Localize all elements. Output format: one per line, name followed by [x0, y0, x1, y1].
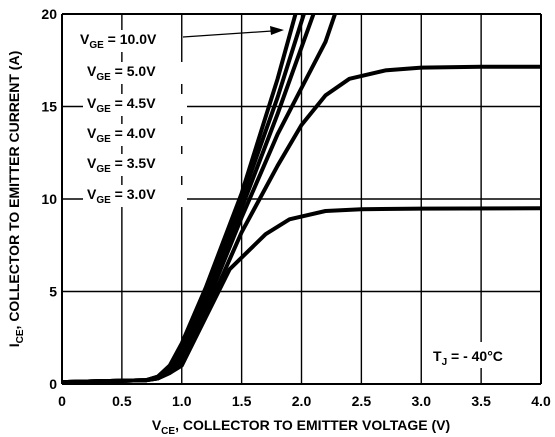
x-tick-label: 1.0	[172, 393, 192, 409]
legend-item-background	[76, 30, 180, 52]
x-tick-label: 2.5	[352, 393, 372, 409]
legend-item: VGE = 3.0V	[87, 186, 156, 206]
legend-item-background	[83, 185, 187, 207]
y-axis-label: ICE, COLLECTOR TO EMITTER CURRENT (A)	[6, 51, 26, 348]
x-tick-label: 2.0	[292, 393, 312, 409]
x-tick-label: 0.5	[112, 393, 132, 409]
x-tick-label: 3.5	[471, 393, 491, 409]
legend-arrow	[182, 30, 273, 38]
y-tick-label: 5	[49, 284, 57, 300]
x-tick-label: 0	[58, 393, 66, 409]
x-tick-label: 1.5	[232, 393, 252, 409]
y-tick-label: 20	[41, 6, 57, 22]
legend-item: VGE = 10.0V	[80, 31, 157, 51]
y-tick-label: 15	[41, 99, 57, 115]
legend-arrowhead	[270, 26, 284, 35]
legend-item: VGE = 5.0V	[87, 63, 156, 83]
legend-item-background	[83, 94, 187, 116]
legend: VGE = 10.0V VGE = 5.0V VGE = 4.5V VGE = 4.0…	[76, 30, 187, 207]
legend-item-background	[83, 62, 187, 84]
y-tick-label: 0	[49, 376, 57, 392]
legend-item-background	[83, 124, 187, 146]
tick-labels: 0 0.5 1.0 1.5 2.0 2.5 3.0 3.5 4.0 0 5 10 15 20	[41, 6, 551, 409]
annotation-background	[429, 342, 539, 368]
x-tick-label: 4.0	[531, 393, 551, 409]
series-line-6	[62, 206, 541, 384]
y-tick-label: 10	[41, 191, 57, 207]
legend-item: VGE = 4.0V	[87, 125, 156, 145]
x-axis-label: VCE, COLLECTOR TO EMITTER VOLTAGE (V)	[152, 417, 450, 437]
legend-item: VGE = 4.5V	[87, 95, 156, 115]
legend-item: VGE = 3.5V	[87, 155, 156, 175]
temperature-annotation: TJ = - 40°C	[433, 348, 503, 368]
legend-item-background	[83, 154, 187, 176]
x-tick-label: 3.0	[412, 393, 432, 409]
axis-labels: TJ = - 40°C VCE, COLLECTOR TO EMITTER VOL…	[6, 51, 539, 437]
series-layer	[62, 14, 541, 384]
